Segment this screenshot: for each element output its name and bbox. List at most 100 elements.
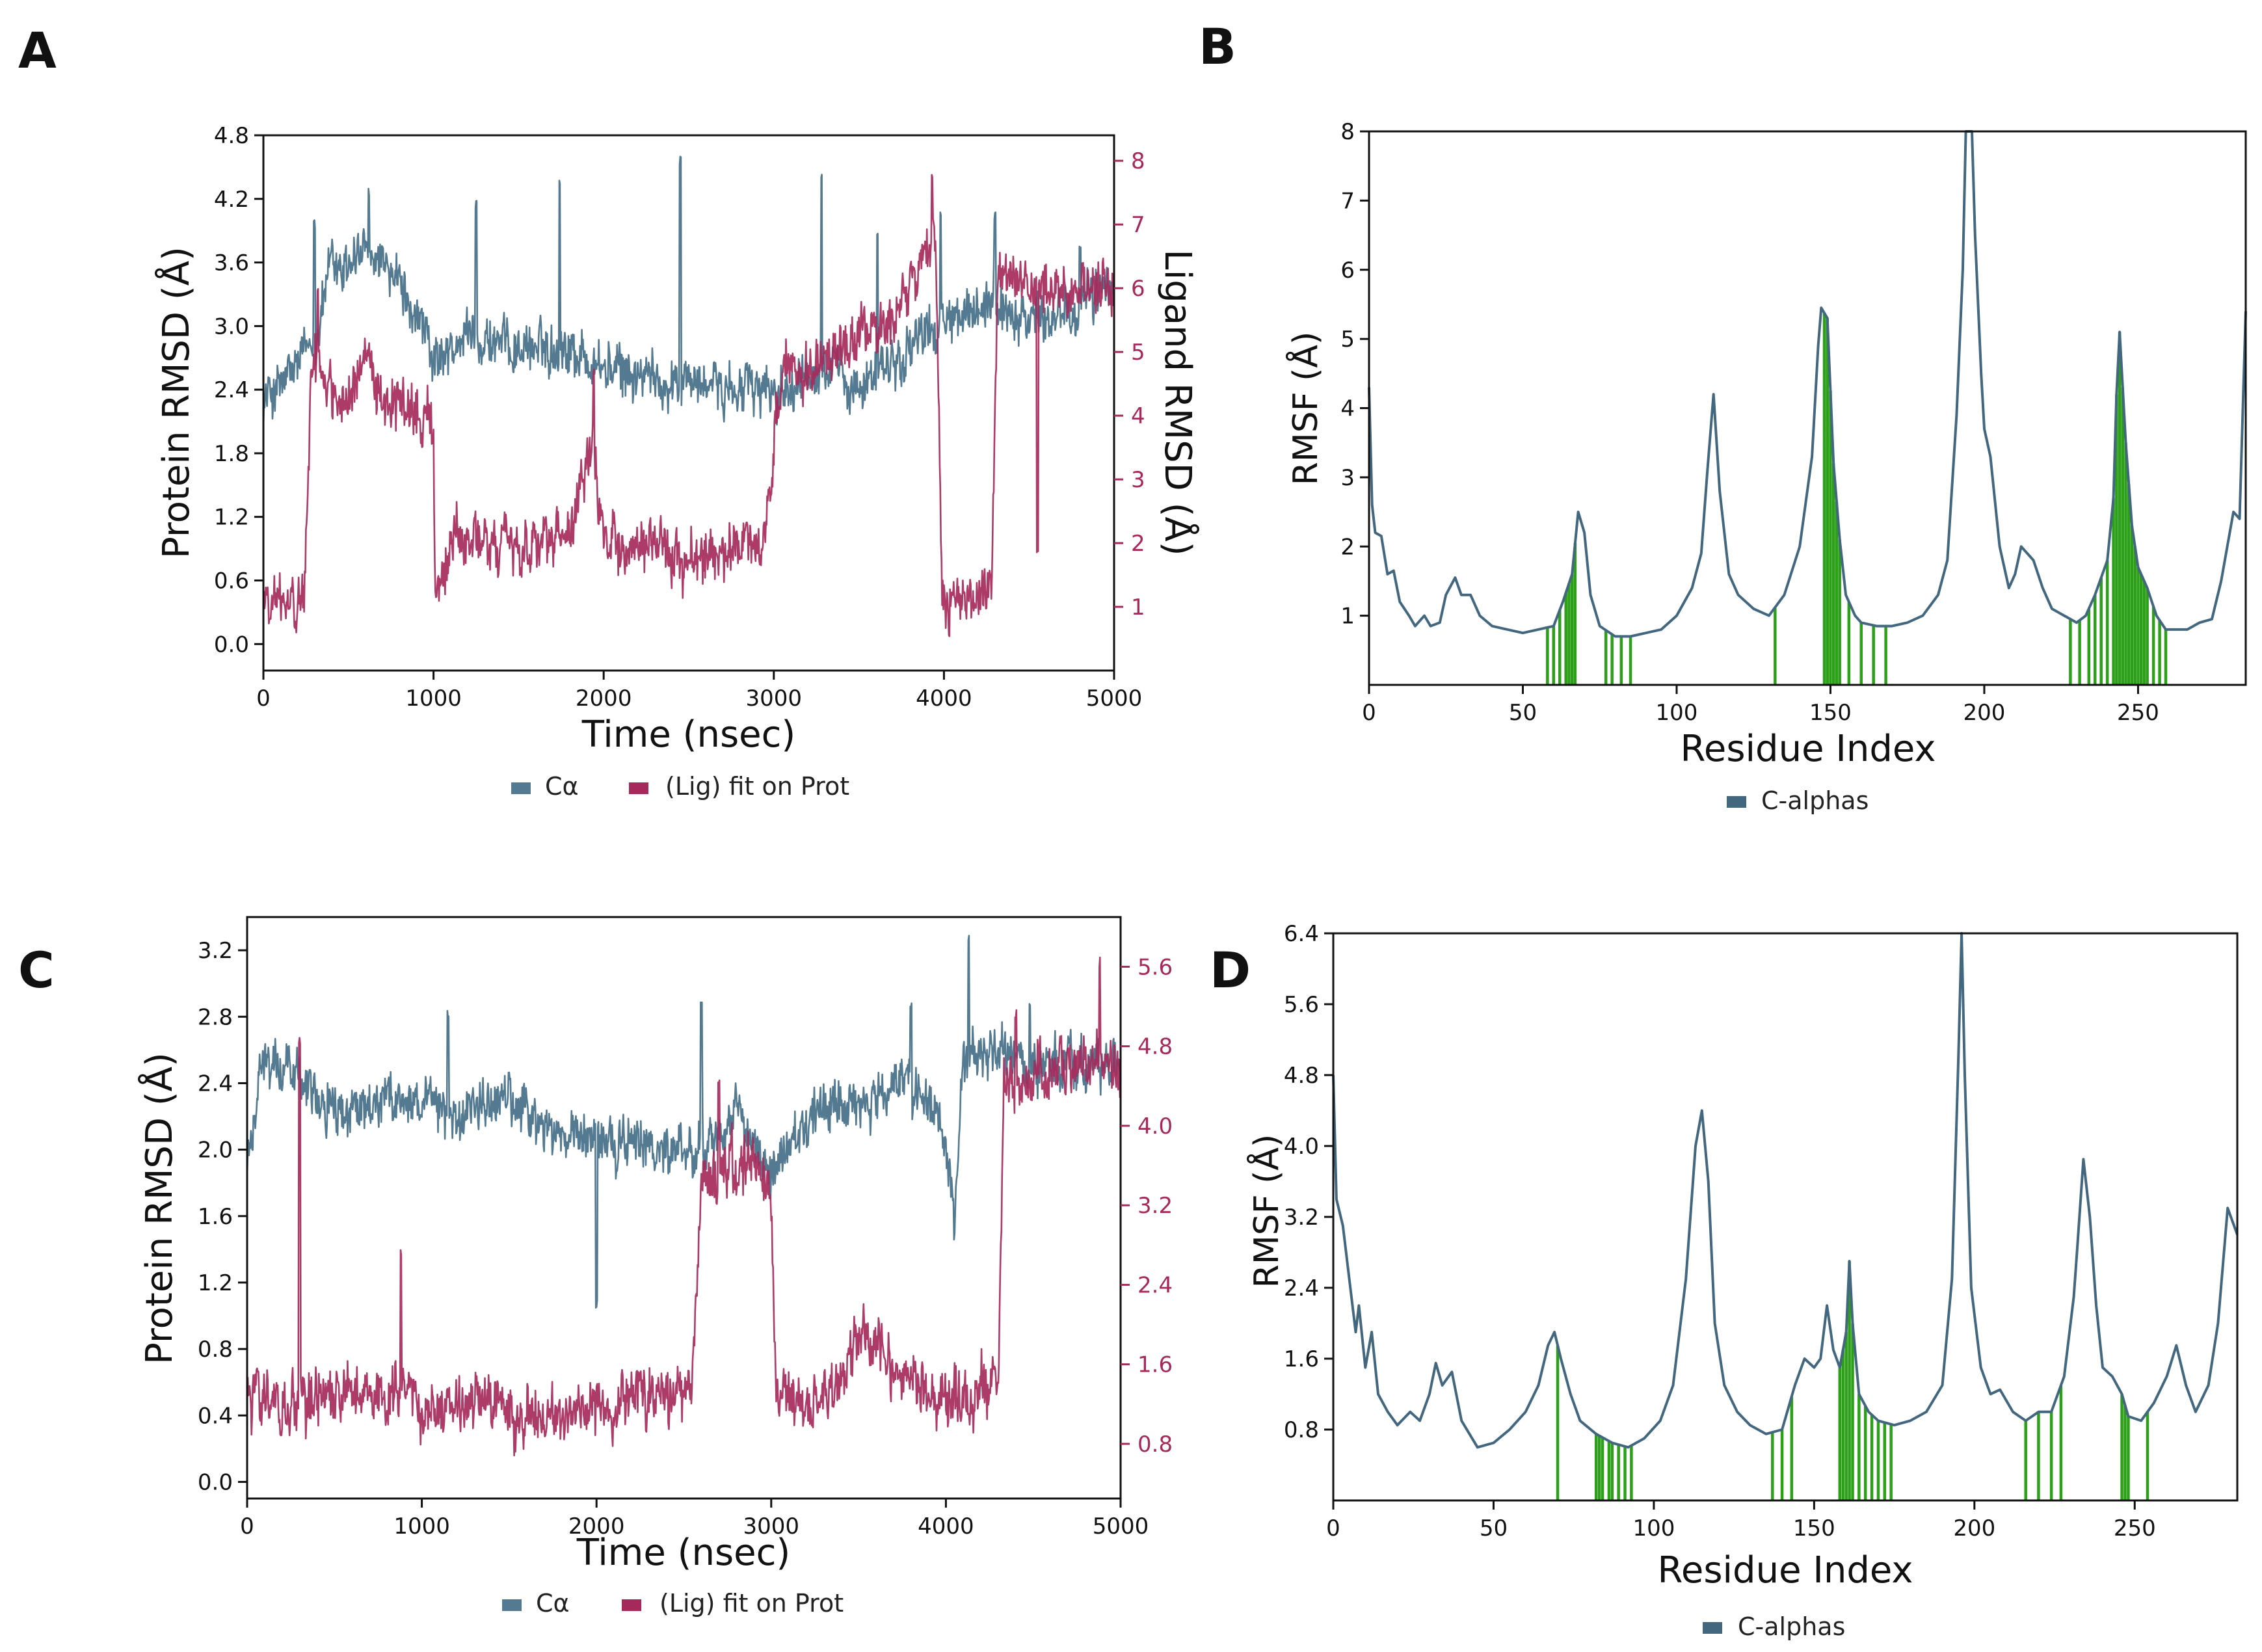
d-ytick-label: 6.4: [1284, 921, 1319, 947]
a-series-calpha-line: [262, 155, 1115, 428]
d-y-axis-label: RMSF (Å): [1246, 1134, 1286, 1288]
a-ytick-label: 1.2: [214, 505, 249, 531]
d-xtick-label: 150: [1793, 1515, 1835, 1541]
b-xtick-label: 150: [1809, 700, 1852, 726]
b-contact-bars: [1546, 313, 2168, 685]
d-xtick-label: 200: [1953, 1515, 1995, 1541]
a-y2-axis-label: Ligand RMSD (Å): [1156, 249, 1199, 555]
d-ytick-label: 0.8: [1284, 1417, 1319, 1443]
c-legend-swatch-calpha: [502, 1599, 522, 1611]
d-xtick-label: 50: [1480, 1515, 1508, 1541]
b-ytick-label: 2: [1340, 534, 1355, 560]
c-ytick-label: 2.0: [198, 1138, 233, 1164]
c-series-group: [246, 935, 1122, 1457]
c-ytick-label: 0.0: [198, 1469, 233, 1495]
a-series-group: [262, 155, 1115, 637]
c-y2tick-label: 3.2: [1138, 1193, 1173, 1219]
a-legend: Cα (Lig) fit on Prot: [511, 772, 849, 801]
b-y-ticks: 1 2 3 4 5 6 7 8: [1340, 119, 1369, 630]
d-legend: C-alphas: [1703, 1612, 1845, 1641]
c-legend-swatch-ligand: [622, 1599, 641, 1611]
b-xtick-label: 250: [2117, 700, 2159, 726]
d-x-axis-label: Residue Index: [1657, 1549, 1913, 1592]
a-legend-ligand: (Lig) fit on Prot: [665, 772, 849, 801]
d-xtick-label: 100: [1632, 1515, 1675, 1541]
c-y-axis-label: Protein RMSD (Å): [138, 1052, 181, 1365]
b-xtick-label: 200: [1963, 700, 2006, 726]
c-y2tick-label: 1.6: [1138, 1352, 1173, 1378]
b-ytick-label: 8: [1340, 119, 1355, 145]
a-y-axis-label: Protein RMSD (Å): [155, 246, 198, 559]
a-y2tick-label: 2: [1131, 531, 1145, 557]
d-ytick-label: 2.4: [1284, 1275, 1319, 1301]
a-xtick-label: 4000: [916, 686, 972, 712]
a-y2-ticks: 1 2 3 4 5 6 7 8: [1114, 148, 1145, 620]
a-ytick-label: 1.8: [214, 441, 249, 467]
c-y2tick-label: 4.8: [1138, 1034, 1173, 1060]
c-y2tick-label: 5.6: [1138, 954, 1173, 980]
a-ytick-label: 3.6: [214, 250, 249, 276]
a-y2tick-label: 3: [1131, 467, 1145, 493]
a-ytick-label: 4.8: [214, 123, 249, 149]
c-plot-frame: [246, 916, 1122, 1500]
c-legend-ligand: (Lig) fit on Prot: [659, 1589, 844, 1618]
b-x-axis-label: Residue Index: [1680, 728, 1936, 770]
d-series-group: [1332, 932, 2239, 1449]
c-ytick-label: 1.6: [198, 1204, 233, 1230]
d-ytick-label: 4.0: [1284, 1134, 1319, 1160]
c-legend-calpha: Cα: [536, 1589, 570, 1618]
c-xtick-label: 5000: [1093, 1513, 1149, 1539]
a-x-axis-label: Time (nsec): [581, 713, 795, 756]
a-series-ligand-line: [262, 174, 1115, 637]
c-xtick-label: 1000: [393, 1513, 450, 1539]
c-xtick-label: 3000: [743, 1513, 800, 1539]
a-xtick-label: 5000: [1086, 686, 1143, 712]
a-y2tick-label: 4: [1131, 403, 1145, 429]
b-ytick-label: 1: [1340, 604, 1355, 630]
b-ytick-label: 6: [1340, 258, 1355, 284]
b-x-ticks: 0 50 100 150 200 250: [1362, 685, 2159, 726]
c-y2tick-label: 2.4: [1138, 1272, 1173, 1298]
a-ytick-label: 4.2: [214, 187, 249, 213]
c-ytick-label: 0.4: [198, 1403, 233, 1429]
d-contact-bars: [1556, 1261, 2149, 1500]
d-ytick-label: 4.8: [1284, 1063, 1319, 1089]
a-y2tick-label: 1: [1131, 594, 1145, 620]
c-xtick-label: 0: [240, 1513, 254, 1539]
a-y2tick-label: 6: [1131, 276, 1145, 302]
c-series-ligand-line: [246, 956, 1122, 1457]
a-ytick-label: 3.0: [214, 313, 249, 340]
d-rmsf-line: [1332, 932, 2239, 1449]
c-x-ticks: 0 1000 2000 3000 4000 5000: [240, 1499, 1149, 1539]
a-ytick-label: 0.0: [214, 632, 249, 658]
c-series-calpha-line: [246, 935, 1122, 1309]
b-ytick-label: 7: [1340, 188, 1355, 214]
c-xtick-label: 4000: [918, 1513, 974, 1539]
c-y2-ticks: 0.8 1.6 2.4 3.2 4.0 4.8 5.6: [1121, 954, 1173, 1458]
panel-c-rmsd-chart: C 0 1000 2000 3000 4000 5000 0.0 0.4 0.8 1.2 1.6 2…: [18, 916, 1173, 1618]
c-x-axis-label: Time (nsec): [576, 1532, 790, 1574]
a-y-ticks: 0.0 0.6 1.2 1.8 2.4 3.0 3.6 4.2 4.8: [214, 123, 263, 658]
c-y-ticks: 0.0 0.4 0.8 1.2 1.6 2.0 2.4 2.8 3.2: [198, 938, 247, 1495]
a-y2tick-label: 5: [1131, 340, 1145, 366]
a-xtick-label: 0: [256, 686, 271, 712]
a-ytick-label: 0.6: [214, 568, 249, 594]
b-ytick-label: 3: [1340, 465, 1355, 491]
a-y2tick-label: 7: [1131, 212, 1145, 238]
b-series-group: [1368, 130, 2247, 638]
a-xtick-label: 3000: [746, 686, 803, 712]
b-rmsf-line: [1368, 130, 2247, 638]
c-ytick-label: 2.4: [198, 1071, 233, 1097]
c-ytick-label: 2.8: [198, 1004, 233, 1030]
c-ytick-label: 1.2: [198, 1270, 233, 1296]
c-ytick-label: 0.8: [198, 1337, 233, 1363]
a-legend-swatch-ligand: [629, 782, 648, 794]
b-xtick-label: 50: [1509, 700, 1537, 726]
b-xtick-label: 0: [1362, 700, 1376, 726]
b-ytick-label: 4: [1340, 396, 1355, 422]
c-y2tick-label: 0.8: [1138, 1432, 1173, 1458]
d-ytick-label: 1.6: [1284, 1346, 1319, 1372]
a-xtick-label: 2000: [576, 686, 632, 712]
panel-b-rmsf-chart: B 0 50 100 150 200 250 1 2 3 4 5 6 7 8 Residue Index…: [1199, 18, 2247, 815]
panel-letter-a: A: [18, 21, 57, 79]
